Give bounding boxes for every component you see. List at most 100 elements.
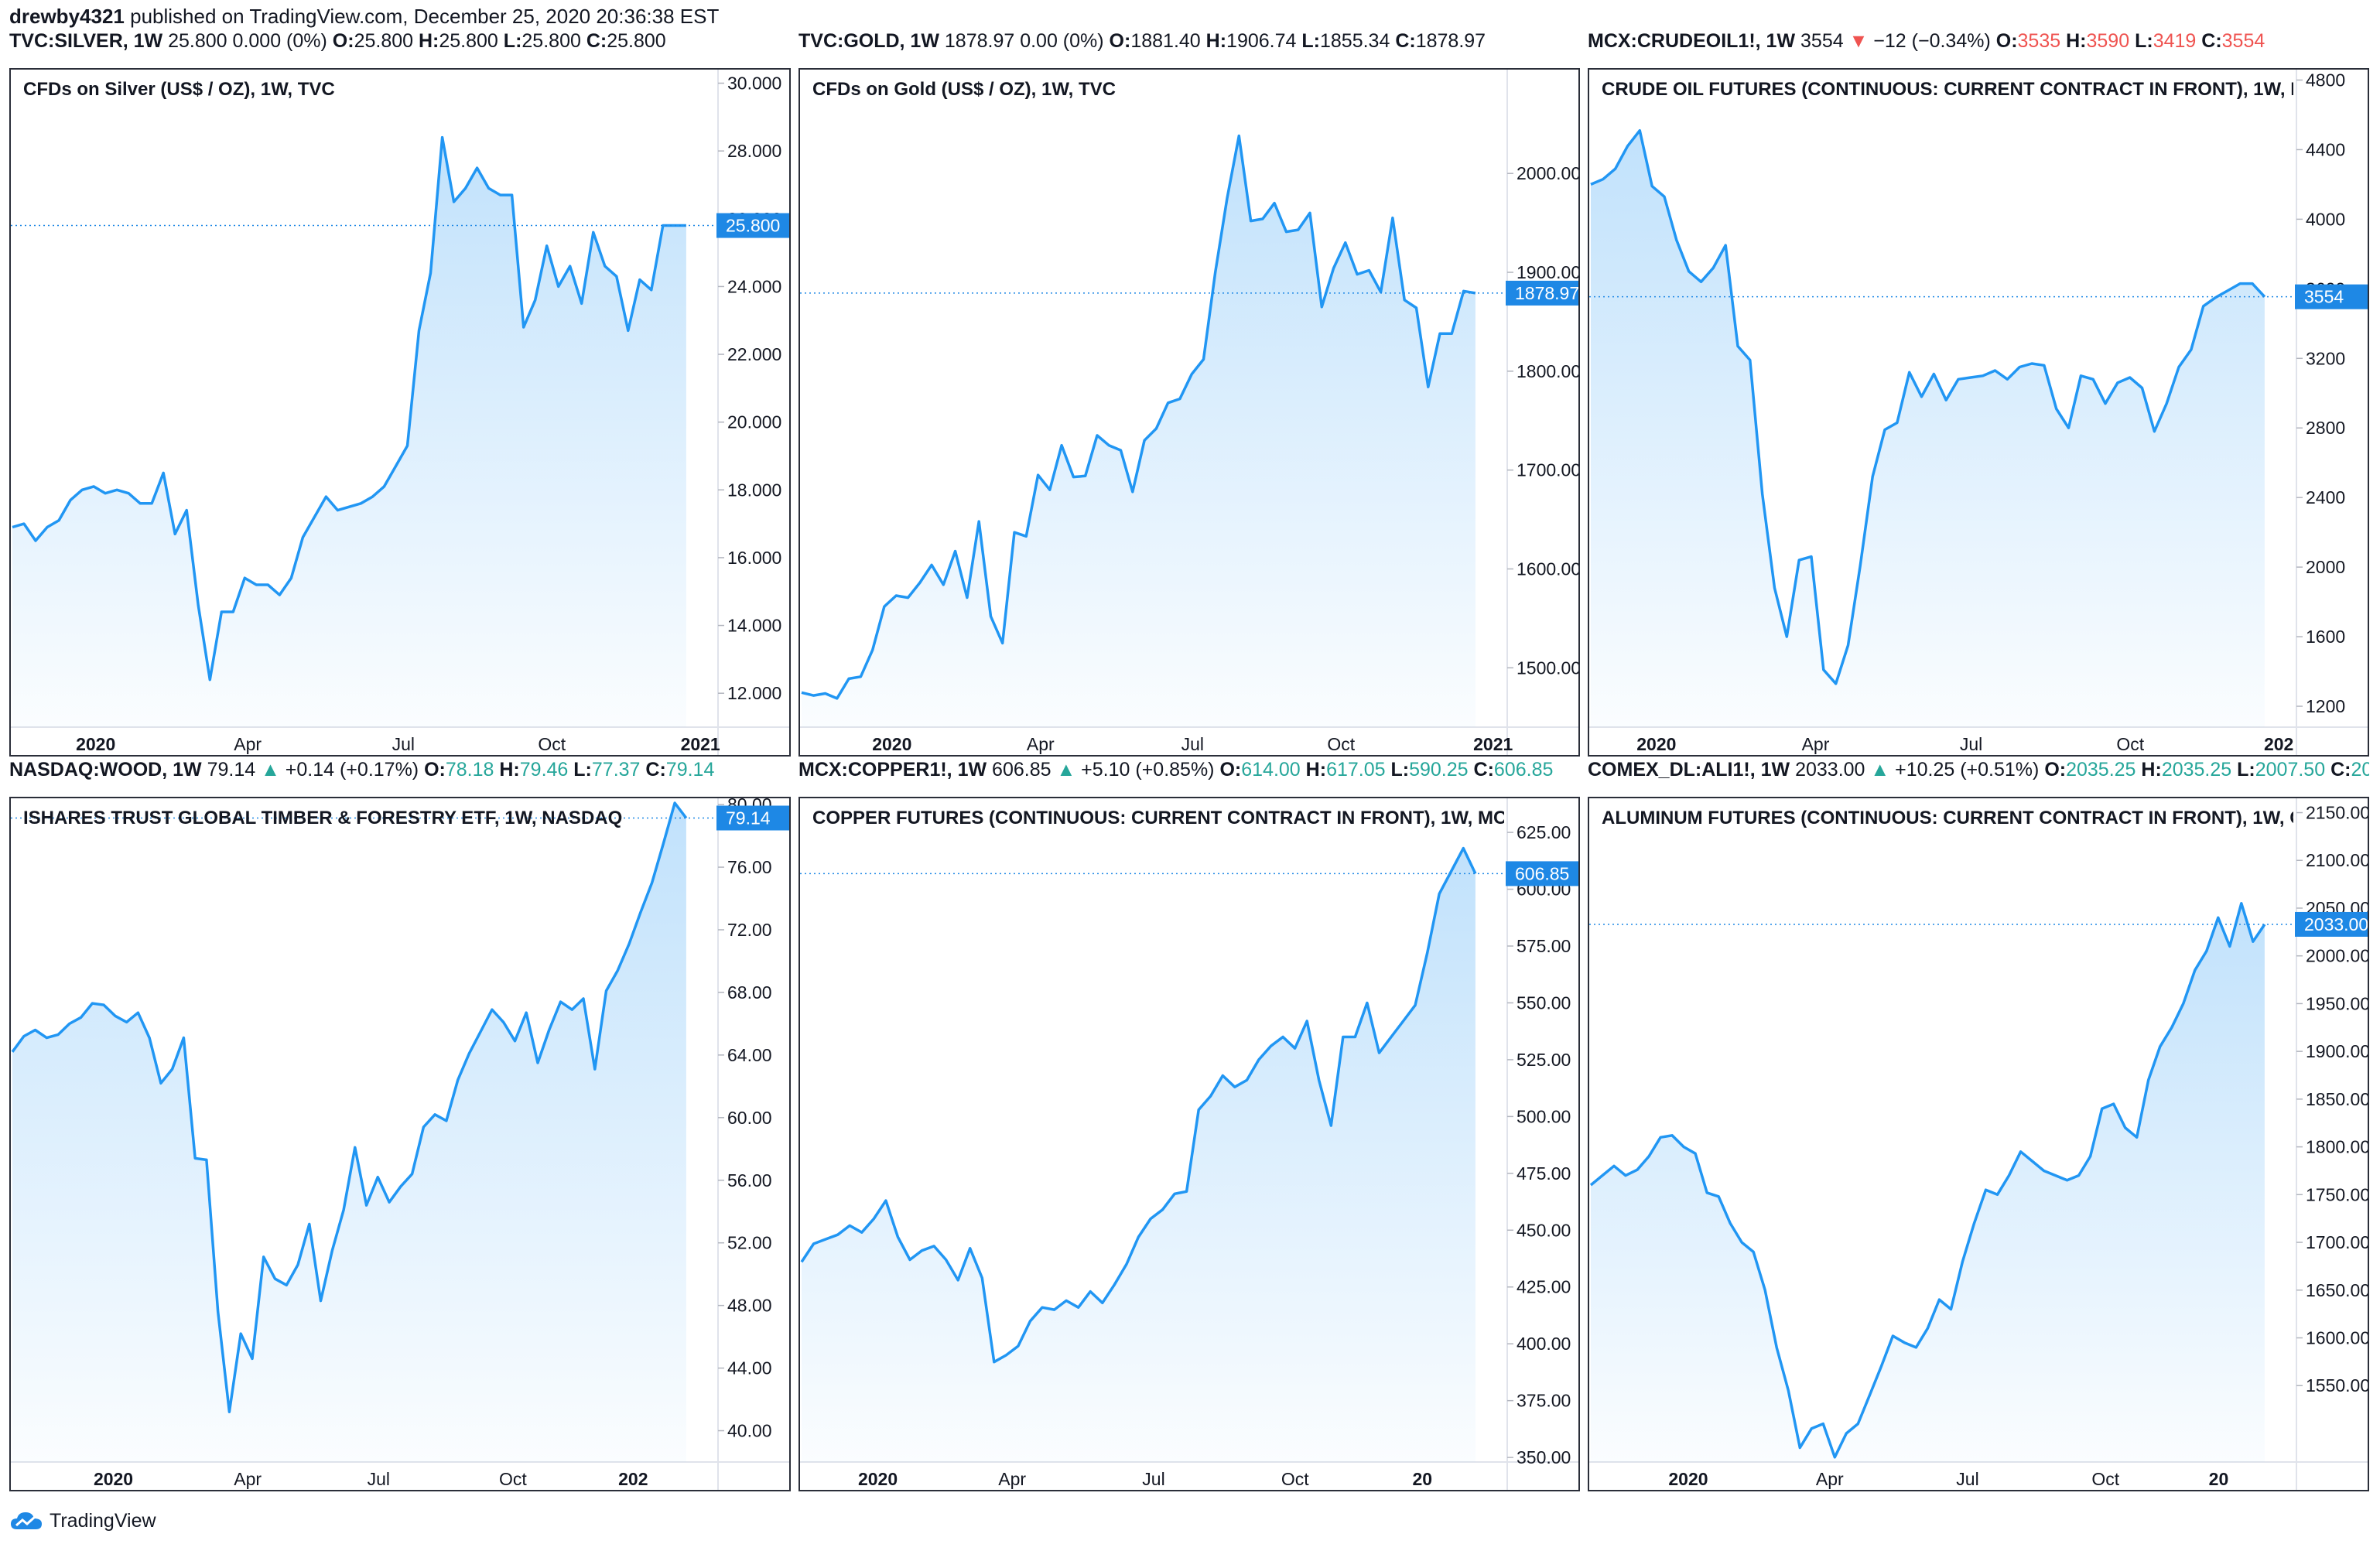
symbol-label[interactable]: MCX:CRUDEOIL1!, 1W — [1588, 30, 1796, 52]
data-point — [1797, 559, 1800, 562]
data-point — [1332, 267, 1335, 270]
data-point — [1281, 1036, 1284, 1039]
data-point — [499, 193, 502, 196]
data-point — [800, 691, 803, 694]
data-point — [883, 605, 886, 608]
ohlc-field-label: H: — [499, 759, 520, 781]
data-point — [1650, 185, 1653, 188]
y-tick-label: 30.000 — [727, 73, 781, 94]
x-tick-label: 2020 — [1636, 734, 1676, 754]
chart-frame[interactable]: 2150.00 2100.00 2050.00 2000.00 1950.00 1900.… — [1588, 797, 2369, 1491]
data-point — [673, 801, 676, 804]
data-point — [491, 1008, 494, 1011]
series-line[interactable] — [801, 134, 1476, 700]
data-point — [2170, 1026, 2173, 1029]
series-line[interactable] — [1590, 128, 2266, 685]
data-point — [848, 1224, 851, 1227]
y-tick-label: 1750.00 — [2306, 1184, 2369, 1204]
series-line[interactable] — [12, 135, 686, 681]
y-tick-label: 64.00 — [727, 1045, 772, 1065]
symbol-label[interactable]: TVC:GOLD, 1W — [798, 30, 939, 52]
price-chart[interactable]: 2150.002100.002050.002000.001950.001900.… — [1589, 798, 2369, 1491]
price-chart[interactable]: 30.00028.00026.00024.00022.00020.00018.0… — [11, 70, 791, 757]
tradingview-cloud-icon[interactable] — [9, 1509, 43, 1532]
chart-frame[interactable]: 30.00028.00026.00024.00022.00020.00018.0… — [9, 68, 791, 757]
last-price-badge[interactable] — [1506, 861, 1580, 886]
data-point — [80, 1016, 83, 1019]
data-point — [1173, 1192, 1176, 1195]
ohlc-value: 2035.25 — [2066, 759, 2136, 781]
y-tick-label: 350.00 — [1517, 1447, 1571, 1467]
area-fill — [1591, 130, 2265, 727]
price-chart[interactable]: 80.0076.0072.0068.0064.0060.0056.0052.00… — [11, 798, 791, 1491]
chart-title: ALUMINUM FUTURES (CONTINUOUS: CURRENT CO… — [1602, 808, 2293, 828]
data-point — [638, 278, 641, 282]
data-point — [2226, 289, 2229, 292]
data-point — [138, 502, 142, 505]
price-chart[interactable]: 4800440040003600320028002400200016001200… — [1589, 70, 2369, 757]
data-point — [231, 610, 234, 613]
publisher-username[interactable]: drewby4321 — [9, 5, 125, 28]
data-point — [1847, 644, 1850, 647]
data-point — [185, 509, 188, 512]
ohlc-header: MCX:CRUDEOIL1!, 1W 3554 ▼ −12 (−0.34%) O… — [1588, 28, 2369, 54]
data-point — [2136, 1136, 2139, 1139]
data-point — [511, 193, 514, 196]
last-price-badge[interactable] — [716, 213, 791, 238]
data-point — [34, 1029, 37, 1032]
price-chart[interactable]: 625.00600.00575.00550.00525.00500.00475.… — [800, 798, 1580, 1491]
data-point — [251, 1357, 254, 1360]
data-point — [2018, 366, 2021, 369]
data-point — [1318, 1078, 1321, 1081]
symbol-label[interactable]: TVC:SILVER, 1W — [9, 30, 163, 52]
data-point — [1450, 869, 1453, 873]
data-point — [115, 488, 118, 491]
data-point — [859, 675, 862, 678]
y-tick-label: 20.000 — [727, 412, 781, 432]
last-price-badge[interactable] — [1506, 280, 1580, 306]
data-point — [1294, 1047, 1297, 1050]
y-tick-label: 1650.00 — [2306, 1280, 2369, 1300]
y-tick-label: 40.00 — [727, 1421, 772, 1441]
symbol-label[interactable]: MCX:COPPER1!, 1W — [798, 759, 987, 781]
data-point — [1937, 1298, 1941, 1301]
data-point — [1705, 1191, 1708, 1194]
footer-brand[interactable]: TradingView — [50, 1509, 156, 1532]
ohlc-value: 3535 — [2017, 30, 2061, 52]
data-point — [1353, 1036, 1356, 1039]
last-price-badge[interactable] — [716, 805, 791, 831]
price-chart[interactable]: 2000.00 1900.00 1800.00 1700.00 1600.00 1500.… — [800, 70, 1580, 757]
chart-frame[interactable]: 80.0076.0072.0068.0064.0060.0056.0052.00… — [9, 797, 791, 1491]
ohlc-value: 78.18 — [445, 759, 494, 781]
series-line[interactable] — [1589, 902, 2266, 1459]
data-point — [525, 1011, 528, 1014]
series-line[interactable] — [800, 846, 1477, 1364]
symbol-label[interactable]: COMEX_DL:ALI1!, 1W — [1588, 759, 1790, 781]
data-point — [399, 1185, 402, 1188]
data-point — [1883, 429, 1886, 432]
y-tick-label: 56.00 — [727, 1170, 772, 1190]
data-point — [2165, 402, 2168, 405]
data-point — [365, 1204, 368, 1207]
series-line[interactable] — [11, 801, 688, 1413]
data-point — [2043, 1170, 2046, 1173]
chart-frame[interactable]: 625.00 600.00 575.00 550.00 525.00 500.00 475.… — [798, 797, 1580, 1491]
data-point — [908, 1259, 911, 1262]
y-tick-label: 1500.00 — [1517, 658, 1580, 678]
ohlc-field-label: C: — [2330, 759, 2351, 781]
data-point — [313, 515, 316, 518]
chart-frame[interactable]: 2000.00 1900.00 1800.00 1700.00 1600.00 1500.… — [798, 68, 1580, 757]
last-price-badge[interactable] — [2295, 911, 2369, 937]
data-point — [615, 275, 618, 278]
data-point — [1601, 1174, 1604, 1177]
last-price-badge[interactable] — [2295, 284, 2369, 309]
ohlc-value: 79.14 — [207, 759, 256, 781]
chart-title: CFDs on Silver (US$ / OZ), 1W, TVC — [23, 79, 335, 100]
symbol-label[interactable]: NASDAQ:WOOD, 1W — [9, 759, 202, 781]
y-tick-label: 1900.00 — [1517, 262, 1580, 282]
ohlc-value: 3419 — [2153, 30, 2197, 52]
chart-frame[interactable]: 4800440040003600320028002400200016001200… — [1588, 68, 2369, 757]
data-point — [1675, 238, 1678, 241]
data-point — [2031, 1160, 2034, 1163]
data-point — [308, 1222, 311, 1225]
